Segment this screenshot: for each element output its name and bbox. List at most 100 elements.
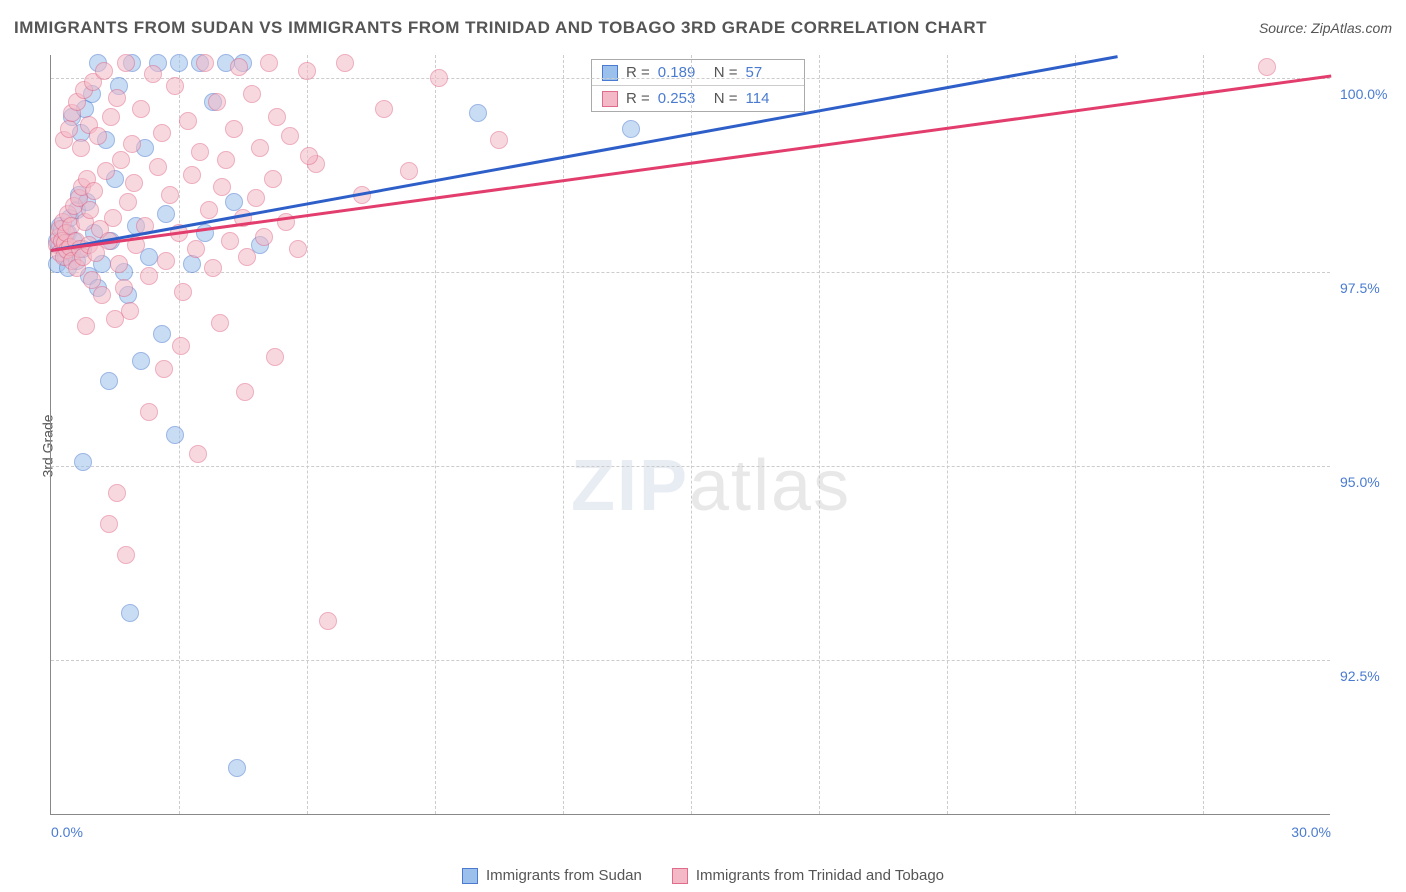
scatter-point: [228, 759, 246, 777]
scatter-point: [469, 104, 487, 122]
scatter-point: [140, 403, 158, 421]
y-tick-label: 100.0%: [1340, 86, 1400, 102]
gridline-vertical: [819, 55, 820, 814]
plot-area: ZIPatlas R =0.189N =57R =0.253N =114 92.…: [50, 55, 1330, 815]
x-tick-label: 30.0%: [1291, 824, 1331, 840]
scatter-point: [211, 314, 229, 332]
scatter-point: [104, 209, 122, 227]
scatter-point: [200, 201, 218, 219]
scatter-point: [221, 232, 239, 250]
scatter-point: [157, 252, 175, 270]
scatter-point: [179, 112, 197, 130]
chart-legend: Immigrants from Sudan Immigrants from Tri…: [0, 867, 1406, 884]
legend-item: Immigrants from Trinidad and Tobago: [672, 867, 944, 884]
scatter-point: [266, 348, 284, 366]
scatter-point: [74, 453, 92, 471]
scatter-point: [213, 178, 231, 196]
scatter-point: [100, 515, 118, 533]
scatter-point: [196, 54, 214, 72]
gridline-vertical: [691, 55, 692, 814]
scatter-point: [236, 383, 254, 401]
scatter-point: [93, 286, 111, 304]
scatter-point: [264, 170, 282, 188]
scatter-point: [183, 255, 201, 273]
scatter-point: [191, 143, 209, 161]
correlation-stats-box: R =0.189N =57R =0.253N =114: [591, 59, 805, 112]
scatter-point: [490, 131, 508, 149]
scatter-point: [260, 54, 278, 72]
stats-row: R =0.189N =57: [592, 60, 804, 85]
scatter-point: [281, 127, 299, 145]
stats-n-label: N =: [714, 90, 738, 107]
scatter-point: [108, 89, 126, 107]
legend-swatch: [672, 868, 688, 884]
scatter-point: [430, 69, 448, 87]
trend-line: [51, 55, 1118, 251]
scatter-point: [172, 337, 190, 355]
y-tick-label: 92.5%: [1340, 668, 1400, 684]
scatter-point: [238, 248, 256, 266]
scatter-point: [144, 65, 162, 83]
scatter-point: [112, 151, 130, 169]
scatter-point: [189, 445, 207, 463]
scatter-point: [375, 100, 393, 118]
scatter-point: [255, 228, 273, 246]
scatter-point: [174, 283, 192, 301]
scatter-point: [123, 135, 141, 153]
scatter-point: [108, 484, 126, 502]
scatter-point: [117, 54, 135, 72]
scatter-point: [85, 182, 103, 200]
scatter-point: [89, 127, 107, 145]
stats-r-value: 0.253: [658, 90, 706, 107]
scatter-point: [204, 259, 222, 277]
scatter-point: [161, 186, 179, 204]
scatter-point: [155, 360, 173, 378]
legend-label: Immigrants from Sudan: [486, 867, 642, 884]
scatter-point: [81, 201, 99, 219]
scatter-point: [77, 317, 95, 335]
gridline-vertical: [1075, 55, 1076, 814]
watermark-bold: ZIP: [571, 446, 689, 526]
gridline-vertical: [563, 55, 564, 814]
scatter-point: [117, 546, 135, 564]
scatter-point: [622, 120, 640, 138]
stats-row: R =0.253N =114: [592, 85, 804, 111]
scatter-point: [247, 189, 265, 207]
legend-item: Immigrants from Sudan: [462, 867, 642, 884]
scatter-point: [230, 58, 248, 76]
scatter-point: [132, 352, 150, 370]
scatter-point: [121, 302, 139, 320]
scatter-point: [97, 162, 115, 180]
scatter-point: [225, 120, 243, 138]
scatter-point: [166, 77, 184, 95]
chart-source: Source: ZipAtlas.com: [1259, 20, 1392, 36]
scatter-point: [298, 62, 316, 80]
y-tick-label: 95.0%: [1340, 474, 1400, 490]
scatter-point: [157, 205, 175, 223]
scatter-point: [300, 147, 318, 165]
scatter-point: [110, 255, 128, 273]
x-tick-label: 0.0%: [51, 824, 83, 840]
scatter-point: [400, 162, 418, 180]
scatter-point: [60, 120, 78, 138]
scatter-point: [153, 325, 171, 343]
scatter-point: [121, 604, 139, 622]
gridline-vertical: [947, 55, 948, 814]
legend-swatch: [462, 868, 478, 884]
stats-n-value: 114: [746, 90, 794, 107]
scatter-point: [217, 151, 235, 169]
scatter-point: [336, 54, 354, 72]
scatter-point: [289, 240, 307, 258]
legend-label: Immigrants from Trinidad and Tobago: [696, 867, 944, 884]
scatter-point: [268, 108, 286, 126]
scatter-point: [183, 166, 201, 184]
scatter-point: [208, 93, 226, 111]
scatter-point: [100, 372, 118, 390]
gridline-vertical: [435, 55, 436, 814]
watermark-thin: atlas: [689, 446, 851, 526]
scatter-point: [115, 279, 133, 297]
scatter-point: [251, 139, 269, 157]
series-swatch: [602, 91, 618, 107]
scatter-point: [319, 612, 337, 630]
scatter-point: [153, 124, 171, 142]
